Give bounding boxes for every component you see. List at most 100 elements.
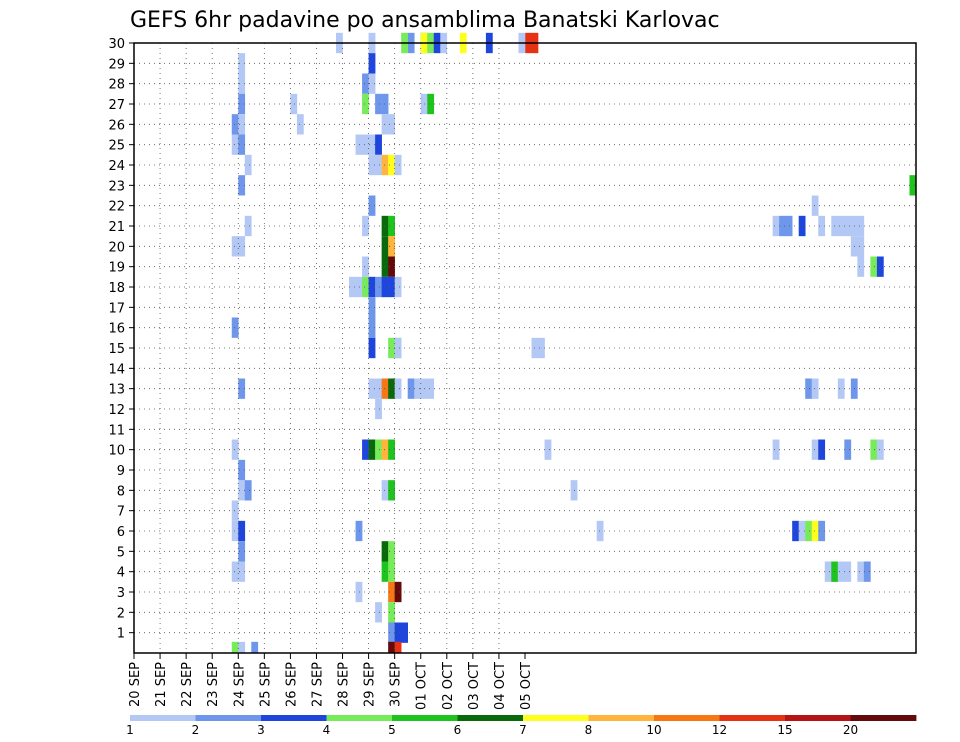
heatmap-cell	[811, 195, 819, 216]
heatmap-cell	[414, 378, 422, 399]
heatmap-cell	[238, 73, 246, 94]
colorbar-label: 2	[192, 723, 200, 737]
heatmap-cell	[388, 480, 395, 501]
heatmap-cell	[407, 378, 415, 399]
colorbar-segment	[654, 715, 720, 721]
heatmap-cell	[909, 175, 917, 196]
colorbar-segment	[588, 715, 655, 721]
y-tick-label: 30	[108, 37, 125, 52]
heatmap-cell	[394, 581, 402, 603]
y-tick-label: 23	[108, 179, 125, 194]
heatmap-cell	[244, 215, 252, 237]
heatmap-cell	[362, 439, 369, 460]
y-tick-label: 5	[117, 545, 125, 560]
heatmap-cell	[368, 276, 376, 298]
heatmap-cell	[381, 480, 389, 501]
heatmap-cell	[231, 561, 239, 582]
x-tick-label: 27 SEP	[310, 662, 325, 707]
x-tick-label: 02 OCT	[441, 662, 456, 710]
heatmap-cell	[238, 93, 246, 115]
heatmap-cell	[844, 439, 852, 460]
y-tick-label: 8	[117, 484, 125, 499]
heatmap-cell	[811, 520, 819, 542]
heatmap-cell	[818, 520, 826, 542]
heatmap-cell	[811, 378, 819, 399]
heatmap-cell	[805, 520, 813, 542]
y-tick-label: 2	[117, 606, 125, 621]
heatmap-cell	[238, 641, 246, 653]
heatmap-cell	[238, 175, 246, 196]
y-tick-label: 11	[108, 423, 125, 438]
heatmap-cell	[538, 337, 545, 359]
x-tick-label: 22 SEP	[180, 662, 195, 707]
heatmap-cell	[388, 154, 395, 176]
heatmap-cell	[876, 256, 884, 277]
heatmap-cell	[388, 337, 395, 359]
heatmap-cell	[388, 276, 395, 298]
x-tick-label: 03 OCT	[467, 662, 482, 710]
x-tick-label: 26 SEP	[284, 662, 299, 707]
heatmap-cell	[388, 236, 395, 257]
heatmap-cell	[818, 439, 826, 460]
heatmap-cell	[381, 276, 389, 298]
heatmap-cell	[368, 73, 376, 94]
heatmap-cell	[238, 459, 246, 481]
y-tick-label: 29	[108, 57, 125, 72]
heatmap-cell	[368, 439, 376, 460]
heatmap-cell	[244, 154, 252, 176]
y-tick-label: 27	[108, 98, 125, 113]
colorbar-label: 4	[323, 723, 331, 737]
heatmap-cell	[388, 378, 395, 399]
colorbar-label: 10	[646, 723, 661, 737]
heatmap-cell	[394, 276, 402, 298]
heatmap-cell	[388, 256, 395, 277]
heatmap-cell	[238, 541, 246, 562]
heatmap-cell	[381, 114, 389, 135]
y-tick-label: 17	[108, 301, 125, 316]
heatmap-cell	[375, 439, 382, 460]
heatmap-cell	[772, 215, 780, 237]
heatmap-cell	[381, 236, 389, 257]
heatmap-cell	[375, 276, 382, 298]
heatmap-cell	[857, 236, 865, 257]
colorbar-label: 8	[585, 723, 593, 737]
colorbar-segment	[785, 715, 851, 721]
x-tick-label: 24 SEP	[232, 662, 247, 707]
heatmap-cell	[394, 337, 402, 359]
heatmap-cell	[381, 541, 389, 562]
colorbar-segment	[523, 715, 589, 721]
y-tick-label: 22	[108, 200, 125, 215]
colorbar-label: 5	[388, 723, 396, 737]
x-tick-label: 28 SEP	[337, 662, 352, 707]
heatmap-cell	[388, 602, 395, 623]
heatmap-cell	[238, 236, 246, 257]
heatmap-cell	[362, 276, 369, 298]
y-tick-label: 10	[108, 444, 125, 459]
heatmap-cell	[231, 500, 239, 521]
heatmap-cell	[238, 114, 246, 135]
y-tick-label: 6	[117, 525, 125, 540]
heatmap-cell	[772, 439, 780, 460]
x-tick-label: 23 SEP	[206, 662, 221, 707]
colorbar-label: 3	[257, 723, 265, 737]
y-tick-label: 15	[108, 342, 125, 357]
heatmap-cell	[368, 297, 376, 318]
y-tick-label: 20	[108, 240, 125, 255]
x-tick-label: 30 SEP	[389, 662, 404, 707]
y-tick-label: 4	[117, 566, 125, 581]
heatmap-cell	[805, 378, 813, 399]
heatmap-cell	[368, 337, 376, 359]
heatmap-cell	[381, 378, 389, 399]
heatmap-cell	[231, 317, 239, 338]
y-tick-label: 9	[117, 464, 125, 479]
colorbar-label: 15	[777, 723, 792, 737]
heatmap-cell	[388, 114, 395, 135]
y-tick-label: 16	[108, 322, 125, 337]
colorbar-label: 6	[454, 723, 462, 737]
heatmap-cell	[244, 480, 252, 501]
heatmap-cell	[231, 114, 239, 135]
heatmap-cell	[368, 154, 376, 176]
y-tick-label: 7	[117, 505, 125, 520]
colorbar-segment	[195, 715, 262, 721]
y-tick-label: 1	[117, 627, 125, 642]
